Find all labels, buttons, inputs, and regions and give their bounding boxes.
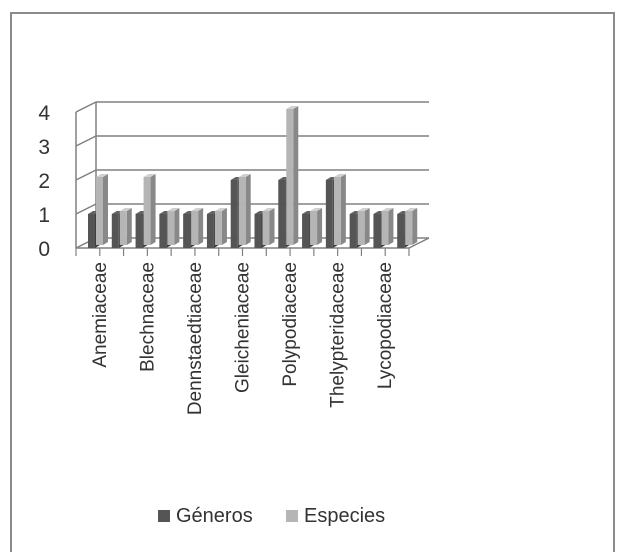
bar-top [167, 208, 180, 211]
bar [238, 174, 251, 245]
bar [214, 208, 227, 245]
bar-top [310, 208, 323, 211]
bar-front [302, 214, 310, 248]
bar-front [357, 211, 365, 245]
bar-top [405, 208, 418, 211]
legend-swatch [286, 510, 298, 522]
bar-side [269, 208, 275, 245]
bar-side [388, 208, 394, 245]
bar-front [214, 211, 222, 245]
bar [262, 208, 275, 245]
bar-front [88, 214, 95, 248]
bar-top [119, 208, 132, 211]
grid-diagonal [75, 169, 97, 181]
chart-frame [10, 12, 615, 552]
bar-top [262, 208, 275, 211]
bar-front [111, 214, 119, 248]
bar-side [150, 174, 156, 245]
bar-side [245, 174, 251, 245]
bar [286, 106, 299, 245]
bar-side [412, 208, 418, 245]
bar-front [254, 214, 262, 248]
legend-swatch [158, 510, 170, 522]
bar-top [238, 174, 251, 177]
bar-front [119, 211, 127, 245]
bar-top [143, 174, 156, 177]
bar-front [230, 180, 238, 248]
floor-right-edge [408, 237, 430, 249]
bar [381, 208, 394, 245]
bars [88, 106, 418, 248]
bar-front [143, 177, 151, 245]
x-axis-labels: Anemiaceae Blechnaceae Dennstaedtiaceae Gle… [90, 262, 396, 415]
bar-front [167, 211, 175, 245]
bar-top [191, 208, 204, 211]
bar-top [357, 208, 370, 211]
y-tick-label: 4 [38, 102, 50, 125]
bar-front [262, 211, 270, 245]
bar-top [333, 174, 346, 177]
bar-side [198, 208, 204, 245]
bar [405, 208, 418, 245]
bar-front [310, 211, 318, 245]
x-tick-label: Blechnaceae [137, 262, 158, 372]
bar-front [159, 214, 167, 248]
bar-side [293, 106, 299, 245]
y-axis-ticks: 0 1 2 3 4 [38, 102, 50, 261]
x-tick-label: Anemiaceae [90, 262, 111, 368]
y-tick-label: 1 [38, 204, 50, 227]
bar-front [325, 180, 333, 248]
y-tick-label: 2 [38, 170, 50, 193]
grid-diagonal [75, 203, 97, 215]
bar [333, 174, 346, 245]
bar-front [183, 214, 191, 248]
bar-top [96, 174, 108, 177]
bar-side [221, 208, 227, 245]
bar-side [364, 208, 370, 245]
bar [96, 174, 108, 245]
bar-top [286, 106, 299, 109]
bar [191, 208, 204, 245]
bar-front [286, 109, 294, 245]
y-tick-label: 0 [38, 238, 50, 261]
x-tick-label: Gleicheniaceae [233, 262, 254, 393]
bar [143, 174, 156, 245]
x-tick-label: Thelypteridaceae [328, 262, 349, 408]
bar-front [206, 214, 214, 248]
bar-front [397, 214, 405, 248]
bar-front [135, 214, 143, 248]
bar-front [191, 211, 199, 245]
x-tick-label: Polypodiaceae [280, 262, 301, 387]
grid-diagonal [75, 135, 97, 147]
bar-side [126, 208, 132, 245]
bar-top [381, 208, 394, 211]
bar-front [349, 214, 357, 248]
x-tick-label: Dennstaedtiaceae [185, 262, 206, 415]
bar [119, 208, 132, 245]
legend: Géneros Especies [158, 505, 385, 527]
bar-side [174, 208, 180, 245]
bar-front [278, 180, 286, 248]
bar-front [405, 211, 413, 245]
bar [310, 208, 323, 245]
x-tick-label: Lycopodiaceae [375, 262, 396, 389]
y-tick-label: 3 [38, 136, 50, 159]
bar-top [214, 208, 227, 211]
bar [167, 208, 180, 245]
bar-front [381, 211, 389, 245]
legend-label: Géneros [176, 505, 253, 527]
bar-side [317, 208, 323, 245]
bar-front [333, 177, 341, 245]
bar-side [103, 174, 108, 245]
bar [357, 208, 370, 245]
bar-side [340, 174, 346, 245]
bar-front [96, 177, 103, 245]
grid-diagonal [75, 101, 97, 113]
bar-front [238, 177, 246, 245]
legend-label: Especies [304, 505, 385, 527]
bar-front [373, 214, 381, 248]
